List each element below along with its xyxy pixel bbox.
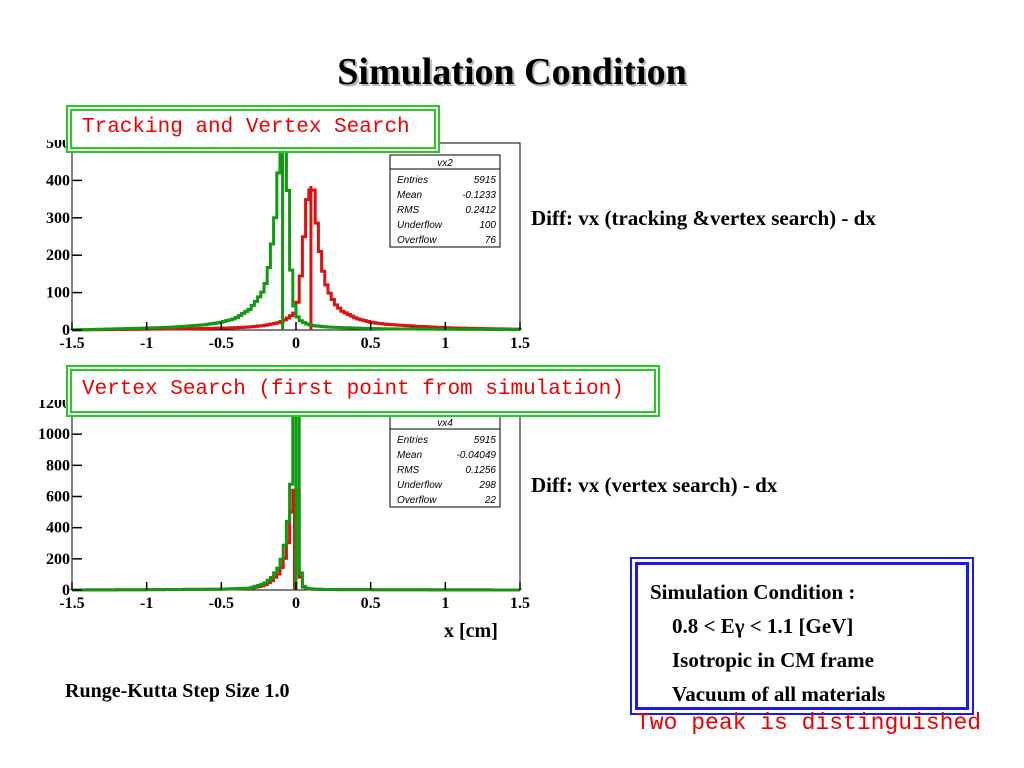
plot1-caption: Diff: vx (tracking &vertex search) - dx [531,206,876,230]
y-tick-label: 1200 [38,400,70,412]
stats-value: 22 [484,495,497,506]
stats-key: RMS [397,205,420,216]
x-tick-label: -0.5 [209,335,234,352]
y-tick-label: 500 [46,140,70,152]
stats-box: vx4 Entries 5915 Mean -0.04049 RMS 0.1256 Under… [389,414,501,508]
x-tick-label: 0.5 [361,335,381,352]
y-tick-label: 800 [46,457,70,474]
stats-value: 5915 [474,435,497,446]
green-series-line [70,143,522,332]
y-tick-label: 600 [46,489,70,506]
stats-frame [389,154,501,248]
stats-key: Mean [397,190,422,201]
stats-value: -0.1233 [462,190,496,201]
x-tick-label: -1.5 [59,335,84,352]
stats-box: vx2 Entries 5915 Mean -0.1233 RMS 0.2412 Underf… [389,154,501,248]
x-tick-label: 1.5 [510,595,530,612]
x-tick-label: -1 [140,335,153,352]
x-tick-label: 1 [441,595,449,612]
footer-left: Runge-Kutta Step Size 1.0 [65,680,290,702]
x-tick-label: -1 [140,595,153,612]
y-tick-label: 300 [46,210,70,227]
stats-key: RMS [397,465,420,476]
condition-energy: 0.8 < Eγ < 1.1 [GeV] [672,614,854,638]
stats-value: 5915 [474,175,497,186]
page-title: Simulation Condition [337,51,687,93]
x-tick-label: 0 [292,595,300,612]
y-tick-label: 100 [46,285,70,302]
stats-key: Underflow [397,480,443,491]
x-tick-label: -1.5 [59,595,84,612]
stats-value: 0.1256 [465,465,496,476]
plot2-label: Vertex Search (first point from simulati… [70,369,656,413]
stats-key: Overflow [397,495,437,506]
condition-isotropic: Isotropic in CM frame [672,648,874,672]
stats-key: Underflow [397,220,443,231]
y-tick-label: 1000 [38,426,70,443]
stats-key: Entries [397,175,428,186]
y-tick-label: 200 [46,247,70,264]
stats-frame [389,414,501,508]
y-tick-label: 0 [62,582,70,599]
stats-key: Mean [397,450,422,461]
conditions-box: Simulation Condition : 0.8 < Eγ < 1.1 [G… [630,557,974,715]
stats-name: vx4 [437,418,453,429]
plot2-label-box: Vertex Search (first point from simulati… [66,365,660,417]
stats-value: 298 [478,480,496,491]
x-tick-label: 0.5 [361,595,381,612]
y-tick-label: 400 [46,520,70,537]
x-tick-label: 0 [292,335,300,352]
plot1-label: Tracking and Vertex Search [70,109,436,149]
stats-value: 0.2412 [465,205,496,216]
stats-key: Overflow [397,235,437,246]
x-tick-label: -0.5 [209,595,234,612]
plot1-label-box: Tracking and Vertex Search [66,105,440,153]
x-axis-label: x [cm] [444,620,498,642]
stats-value: 100 [479,220,496,231]
x-tick-label: 1 [441,335,449,352]
y-tick-label: 400 [46,172,70,189]
condition-vacuum: Vacuum of all materials [672,682,886,706]
conditions-heading: Simulation Condition : [650,580,856,604]
stats-value: 76 [485,235,497,246]
histogram-vx2: -1.5 -1 -0.5 0 0.5 1 1.5 0 100 200 300 400 500 vx2 Ent… [46,140,530,352]
y-tick-label: 0 [62,322,70,339]
y-tick-label: 200 [46,551,70,568]
stats-name: vx2 [437,158,453,169]
stats-value: -0.04049 [457,450,497,461]
note-text: Two peak is distinguished [636,710,982,736]
plot2-caption: Diff: vx (vertex search) - dx [531,473,778,497]
stats-key: Entries [397,435,428,446]
x-tick-label: 1.5 [510,335,530,352]
histogram-vx4: -1.5 -1 -0.5 0 0.5 1 1.5 0 200 400 600 800 1000 1200 v… [38,400,530,612]
